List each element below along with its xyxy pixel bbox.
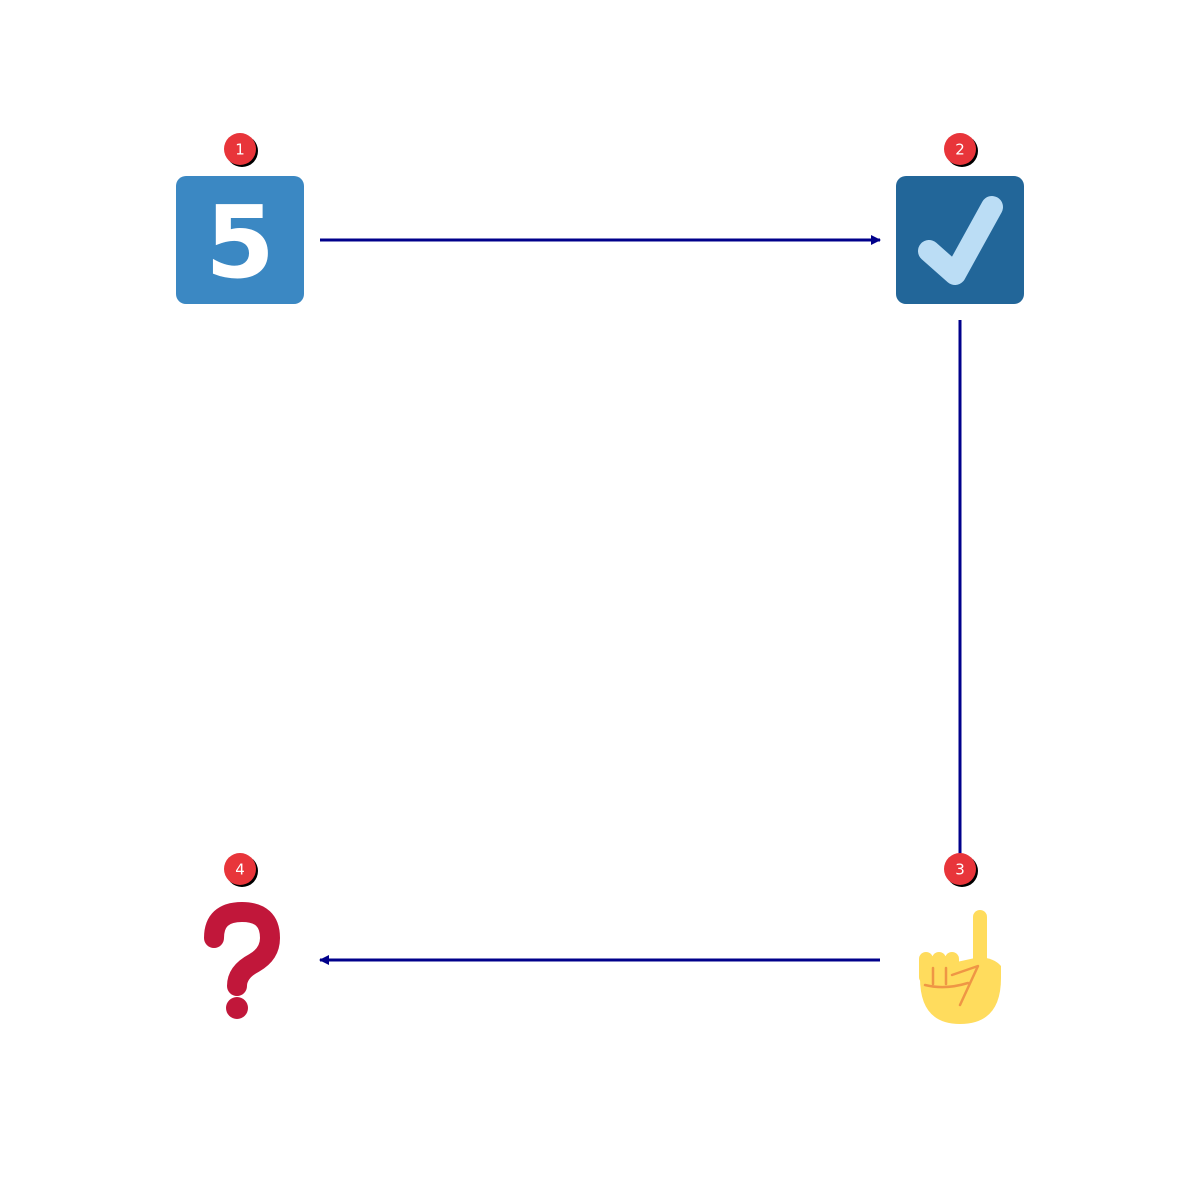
node-1: 5 1 — [176, 133, 304, 304]
keycap-five-glyph: 5 — [205, 184, 275, 301]
index-pointing-up-icon — [919, 910, 1001, 1024]
step-badge-number: 4 — [235, 861, 245, 879]
check-mark — [918, 196, 1003, 285]
node-4: 4 — [204, 853, 280, 1019]
node-3: 3 — [919, 853, 1001, 1024]
step-badge: 2 — [944, 133, 978, 167]
step-badge: 4 — [224, 853, 258, 887]
connectors — [319, 235, 962, 965]
step-badge-number: 2 — [955, 141, 965, 159]
step-badge-number: 3 — [955, 861, 965, 879]
red-question-mark-icon — [204, 902, 280, 1019]
step-badge: 1 — [224, 133, 258, 167]
node-2: 2 — [896, 133, 1024, 304]
step-badge: 3 — [944, 853, 978, 887]
step-badge-number: 1 — [235, 141, 245, 159]
keycap-five-icon: 5 — [176, 176, 304, 304]
check-box-icon — [896, 176, 1024, 304]
